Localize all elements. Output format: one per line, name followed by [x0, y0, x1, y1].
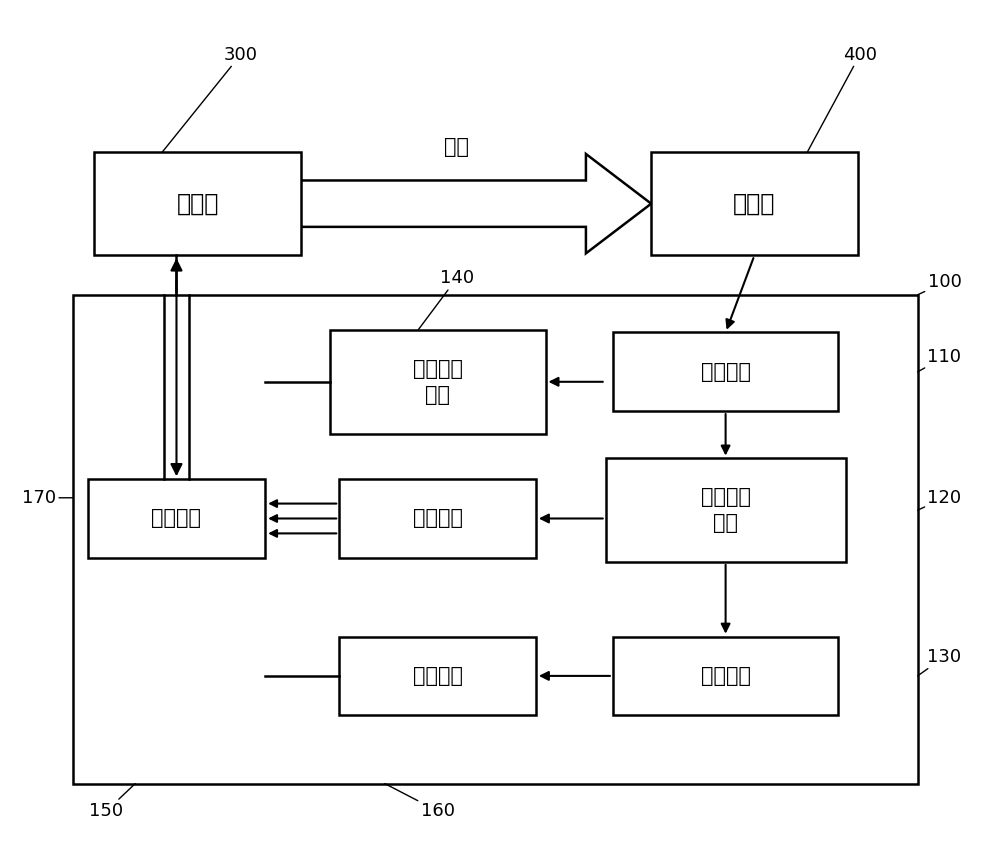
Text: 采集模块: 采集模块 [701, 362, 751, 381]
Text: 400: 400 [807, 46, 877, 152]
Text: 130: 130 [918, 648, 962, 676]
FancyBboxPatch shape [73, 295, 918, 784]
Text: 强度调节
模块: 强度调节 模块 [413, 359, 463, 405]
FancyBboxPatch shape [339, 637, 536, 715]
Text: 驱动模块: 驱动模块 [413, 666, 463, 686]
Text: 100: 100 [918, 274, 961, 295]
Text: 测厚仪: 测厚仪 [733, 192, 776, 216]
FancyBboxPatch shape [330, 330, 546, 433]
Text: 同步模块: 同步模块 [701, 666, 751, 686]
Text: 120: 120 [918, 488, 962, 510]
FancyBboxPatch shape [613, 332, 838, 411]
Text: 150: 150 [89, 784, 135, 820]
Text: 挤出机: 挤出机 [176, 192, 219, 216]
FancyBboxPatch shape [94, 152, 301, 255]
FancyBboxPatch shape [88, 479, 265, 557]
FancyBboxPatch shape [651, 152, 858, 255]
FancyBboxPatch shape [339, 479, 536, 557]
Text: 140: 140 [418, 269, 474, 330]
Text: 薄膜: 薄膜 [444, 137, 469, 157]
FancyBboxPatch shape [613, 637, 838, 715]
Text: 160: 160 [385, 784, 455, 820]
Text: 300: 300 [162, 46, 258, 152]
Text: 执行机构: 执行机构 [151, 508, 201, 528]
Text: 170: 170 [22, 488, 73, 507]
Text: 调焦模块: 调焦模块 [413, 508, 463, 528]
Text: 分析处理
模块: 分析处理 模块 [701, 487, 751, 533]
Text: 110: 110 [918, 348, 961, 372]
FancyBboxPatch shape [606, 458, 846, 562]
Polygon shape [301, 154, 651, 254]
